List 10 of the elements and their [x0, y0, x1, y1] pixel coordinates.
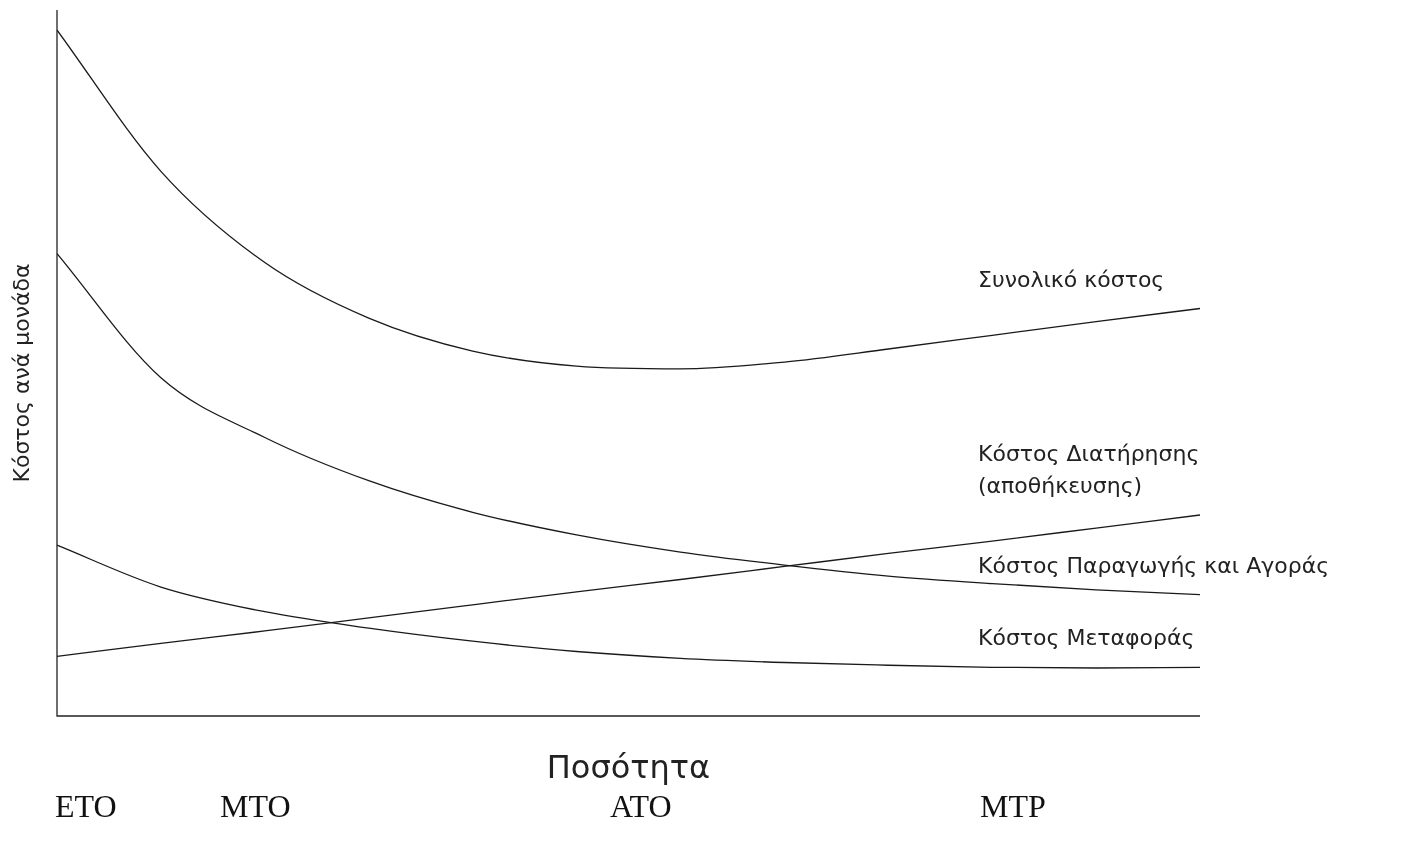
series-label: Κόστος Παραγωγής και Αγοράς	[978, 552, 1330, 578]
y-axis-title: Κόστος ανά μονάδα	[9, 263, 34, 483]
text: ATO	[610, 788, 672, 825]
series-label: Κόστος Διατήρησης (αποθήκευσης)	[978, 441, 1200, 498]
text: MTO	[220, 788, 291, 825]
text: ETO	[55, 788, 117, 825]
series-label: Κόστος Μεταφοράς	[978, 625, 1195, 651]
series-label: Συνολικό κόστος	[978, 266, 1165, 292]
text: MTP	[980, 788, 1046, 825]
x-axis-title: Ποσότητα	[546, 748, 711, 786]
